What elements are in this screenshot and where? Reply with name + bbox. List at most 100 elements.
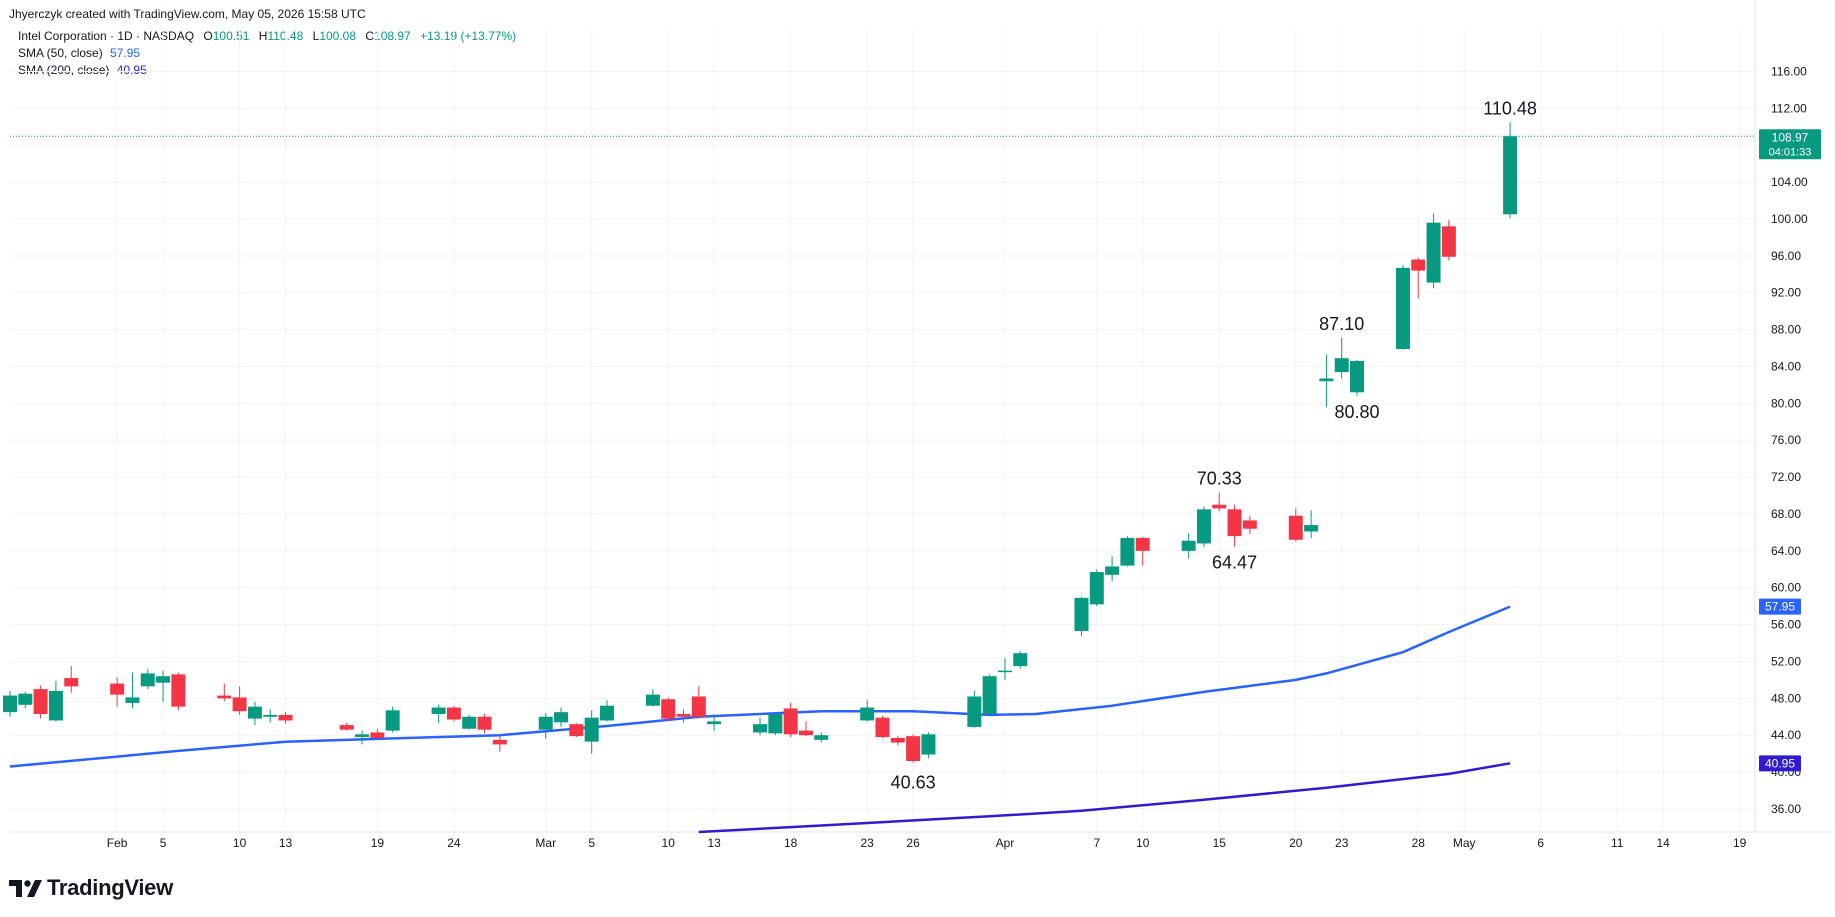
candle-body <box>477 716 492 730</box>
price-annotations: 110.48 87.10 80.80 70.33 64.47 40.63 <box>891 98 1537 792</box>
candle-body <box>339 725 354 730</box>
candle <box>783 702 798 738</box>
y-axis[interactable]: 36.0040.0044.0048.0052.0056.0060.0064.00… <box>1771 64 1808 815</box>
x-tick-label: 18 <box>784 836 798 850</box>
candle <box>462 714 477 730</box>
candle <box>156 670 171 703</box>
x-tick-label: 19 <box>371 836 385 850</box>
candle-body <box>1426 222 1441 283</box>
candle <box>875 715 890 738</box>
candle-body <box>906 736 921 762</box>
tradingview-logo[interactable]: TradingView <box>9 875 173 901</box>
candle-body <box>1242 520 1257 529</box>
candle <box>921 732 936 759</box>
candle <box>278 712 293 724</box>
candle-body <box>1304 525 1319 532</box>
y-tick-label: 76.00 <box>1771 433 1801 447</box>
sma200-legend[interactable]: SMA (200, close) 40.95 <box>18 63 147 77</box>
candle-body <box>1350 360 1365 393</box>
candle-body <box>1212 504 1227 509</box>
change-value: +13.19 (+13.77%) <box>420 29 517 43</box>
candle <box>1334 337 1349 379</box>
candle <box>477 714 492 734</box>
candle <box>890 736 905 746</box>
candles-series <box>3 122 1518 763</box>
x-tick-label: 14 <box>1656 836 1670 850</box>
x-tick-label: 20 <box>1289 836 1303 850</box>
candle-body <box>798 730 813 736</box>
candle-body <box>997 670 1012 673</box>
tradingview-logo-icon <box>9 880 42 897</box>
sma200-badge <box>1759 755 1801 772</box>
y-tick-label: 104.00 <box>1771 175 1808 189</box>
candle-body <box>753 724 768 733</box>
candle <box>538 713 553 739</box>
candle-body <box>217 695 232 699</box>
symbol-legend[interactable]: Intel Corporation · 1D · NASDAQ O100.51 … <box>18 29 516 43</box>
low-value: 100.08 <box>319 29 357 43</box>
x-tick-label: 19 <box>1733 836 1747 850</box>
candle <box>798 721 813 737</box>
x-tick-label: 10 <box>233 836 247 850</box>
attribution-text: Jhyerczyk created with TradingView.com, … <box>9 7 366 21</box>
candle <box>1196 506 1211 548</box>
price-annotation: 70.33 <box>1197 468 1242 488</box>
close-value: 108.97 <box>374 29 411 43</box>
candle-body <box>492 739 507 745</box>
candle-body <box>446 707 461 720</box>
candle <box>1013 651 1028 669</box>
candle-body <box>355 734 370 738</box>
x-tick-label: 28 <box>1412 836 1426 850</box>
price-chart[interactable]: 36.0040.0044.0048.0052.0056.0060.0064.00… <box>0 0 1835 870</box>
x-tick-label: 7 <box>1093 836 1100 850</box>
candle <box>691 686 706 719</box>
candle <box>1503 122 1518 219</box>
candle-body <box>1181 540 1196 551</box>
price-annotation: 110.48 <box>1483 98 1537 118</box>
candle-body <box>462 716 477 729</box>
x-tick-label: 5 <box>160 836 167 850</box>
x-tick-label: 11 <box>1611 836 1624 850</box>
candle-body <box>1411 259 1426 271</box>
open-value: 100.51 <box>212 29 250 43</box>
candle <box>753 717 768 736</box>
y-tick-label: 72.00 <box>1771 470 1801 484</box>
candle <box>232 686 247 715</box>
y-tick-label: 116.00 <box>1771 64 1807 78</box>
candle <box>385 706 400 733</box>
sma50-line <box>9 605 1511 768</box>
candle-body <box>554 712 569 723</box>
candle-body <box>48 690 63 721</box>
candle-body <box>1227 509 1242 537</box>
last-price-badge <box>1759 129 1821 160</box>
candle <box>645 689 660 707</box>
candle <box>554 707 569 727</box>
sma50-series <box>9 605 1511 768</box>
candle <box>140 668 155 690</box>
countdown-text: 04:01:33 <box>1769 146 1812 158</box>
candle-body <box>1105 566 1120 575</box>
sma50-badge-text: 57.95 <box>1765 600 1795 614</box>
candle <box>1105 556 1120 582</box>
x-axis[interactable]: Feb 5 10 13 19 24 Mar 5 10 13 18 23 26 Apr 7 10 15 20 23 28… <box>107 836 1747 850</box>
x-tick-label: Apr <box>996 836 1015 850</box>
x-tick-label: Feb <box>107 836 128 850</box>
candle <box>18 691 33 709</box>
candle-body <box>278 714 293 721</box>
y-tick-label: 36.00 <box>1771 802 1801 816</box>
candle <box>661 697 676 721</box>
candle <box>1441 219 1456 261</box>
candle <box>584 710 599 754</box>
sma200-badge-text: 40.95 <box>1765 756 1795 770</box>
candle-body <box>599 705 614 721</box>
candle-body <box>385 710 400 731</box>
x-tick-label: 23 <box>1335 836 1349 850</box>
sma200-value: 40.95 <box>116 63 147 77</box>
x-tick-label: 23 <box>861 836 875 850</box>
candle-body <box>33 689 48 715</box>
candle <box>860 700 875 722</box>
y-tick-label: 68.00 <box>1771 507 1801 521</box>
candle-body <box>171 674 186 707</box>
x-tick-label: 10 <box>1136 836 1150 850</box>
candle <box>906 734 921 763</box>
